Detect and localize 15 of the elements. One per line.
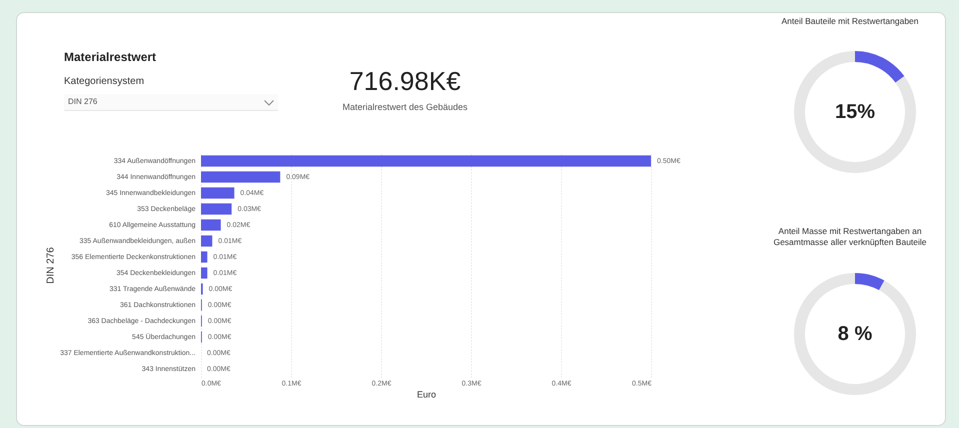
y-axis-title: DIN 276 bbox=[46, 246, 57, 284]
x-axis-title: Euro bbox=[416, 390, 436, 400]
chart-title: Materialrestwert bbox=[64, 50, 156, 64]
chart-title: Anteil Masse mit Restwertangaben an Gesamtmasse aller verknüpften Bauteile bbox=[772, 226, 928, 248]
text: Materialrestwert des Gebäudes bbox=[341, 102, 469, 112]
donut-slice bbox=[855, 273, 884, 290]
text: Kategoriensystem bbox=[64, 76, 144, 87]
donut-slice bbox=[794, 51, 916, 173]
chart-title: Anteil Bauteile mit Restwertangaben bbox=[780, 16, 920, 27]
donut-slice bbox=[855, 51, 904, 83]
text: 8 % bbox=[838, 323, 872, 345]
text: 716.98K€ bbox=[348, 66, 462, 97]
text: DIN 276 bbox=[64, 94, 278, 111]
donut-slice bbox=[794, 273, 916, 395]
text: 15% bbox=[834, 101, 876, 123]
